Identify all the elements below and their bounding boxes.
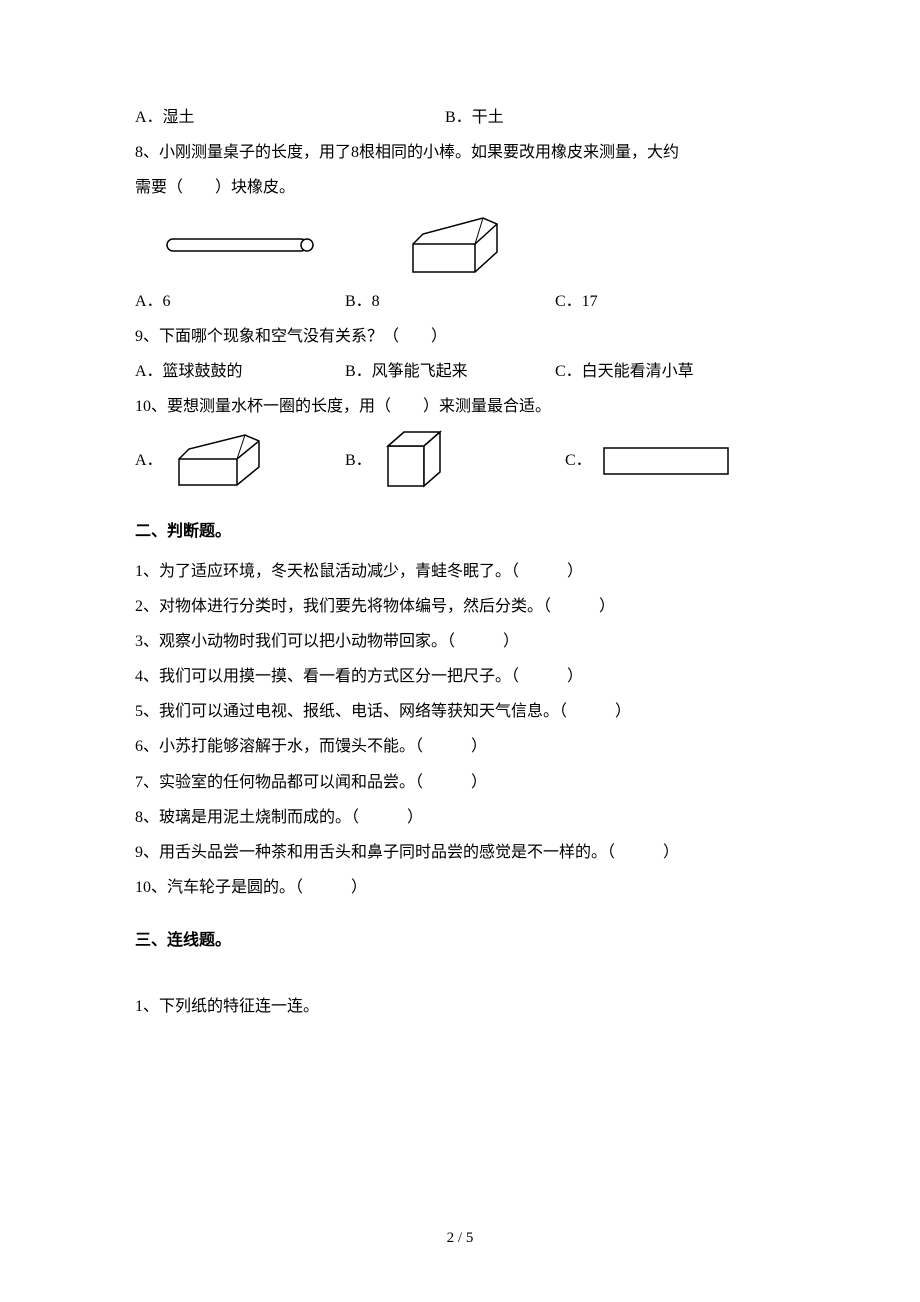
q8-text-line1: 8、小刚测量桌子的长度，用了8根相同的小棒。如果要改用橡皮来测量，大约	[135, 135, 785, 170]
s2-item-8: 8、玻璃是用泥土烧制而成的。（ ）	[135, 800, 785, 835]
q8-option-c: C．17	[555, 284, 765, 319]
q10-image-row: A． B． C．	[135, 424, 785, 496]
q9-option-b: B．风筝能飞起来	[345, 354, 555, 389]
s2-item-3: 3、观察小动物时我们可以把小动物带回家。（ ）	[135, 624, 785, 659]
page-content: A．湿土 B．干土 8、小刚测量桌子的长度，用了8根相同的小棒。如果要改用橡皮来…	[0, 0, 920, 1084]
q8-text-line2: 需要（ ）块橡皮。	[135, 170, 785, 205]
s2-item-7: 7、实验室的任何物品都可以闻和品尝。（ ）	[135, 765, 785, 800]
q8-options: A．6 B．8 C．17	[135, 284, 785, 319]
s2-item-2: 2、对物体进行分类时，我们要先将物体编号，然后分类。（ ）	[135, 589, 785, 624]
s2-item-9: 9、用舌头品尝一种茶和用舌头和鼻子同时品尝的感觉是不一样的。（ ）	[135, 835, 785, 870]
cube-shape	[382, 428, 446, 492]
q10-label-b: B．	[345, 443, 372, 478]
s3-item-1: 1、下列纸的特征连一连。	[135, 989, 785, 1024]
q8-option-b: B．8	[345, 284, 555, 319]
q8-option-a: A．6	[135, 284, 345, 319]
q7-options: A．湿土 B．干土	[135, 100, 785, 135]
q7-option-b: B．干土	[445, 100, 504, 135]
q9-options: A．篮球鼓鼓的 B．风筝能飞起来 C．白天能看清小草	[135, 354, 785, 389]
rod-shape	[165, 227, 315, 262]
s2-item-4: 4、我们可以用摸一摸、看一看的方式区分一把尺子。（ ）	[135, 659, 785, 694]
q9-option-c: C．白天能看清小草	[555, 354, 765, 389]
q10-label-c: C．	[565, 443, 592, 478]
q9-text: 9、下面哪个现象和空气没有关系？（ ）	[135, 319, 785, 354]
page-number: 2 / 5	[0, 1230, 920, 1247]
q8-image-row	[135, 206, 785, 284]
section-2-title: 二、判断题。	[135, 514, 785, 549]
q7-option-a: A．湿土	[135, 100, 445, 135]
eraser-shape-small	[173, 431, 267, 489]
q9-option-a: A．篮球鼓鼓的	[135, 354, 345, 389]
q10-text: 10、要想测量水杯一圈的长度，用（ ）来测量最合适。	[135, 389, 785, 424]
rect-shape	[602, 443, 730, 478]
s2-item-1: 1、为了适应环境，冬天松鼠活动减少，青蛙冬眠了。（ ）	[135, 554, 785, 589]
s2-item-6: 6、小苏打能够溶解于水，而馒头不能。（ ）	[135, 729, 785, 764]
eraser-shape	[405, 214, 505, 276]
section-3-title: 三、连线题。	[135, 923, 785, 958]
s2-item-5: 5、我们可以通过电视、报纸、电话、网络等获知天气信息。（ ）	[135, 694, 785, 729]
q10-label-a: A．	[135, 443, 163, 478]
s2-item-10: 10、汽车轮子是圆的。（ ）	[135, 870, 785, 905]
